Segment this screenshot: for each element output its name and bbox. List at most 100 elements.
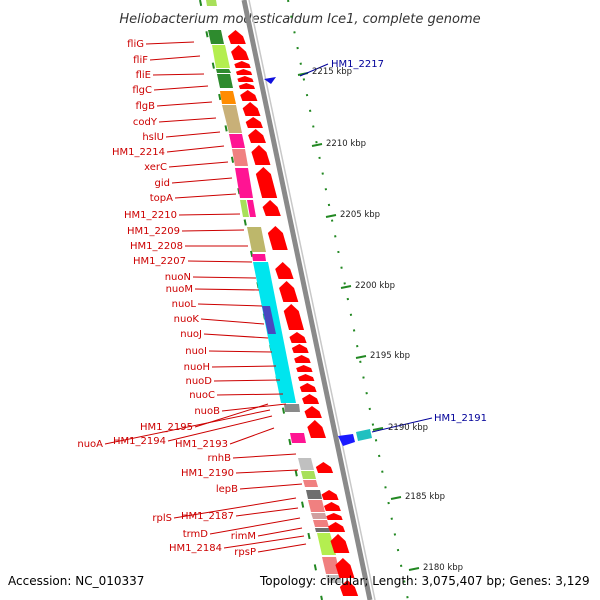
gene-label[interactable]: HM1_2210 bbox=[124, 210, 177, 221]
gene-arrow[interactable] bbox=[234, 61, 251, 68]
gene-label[interactable]: HM1_2214 bbox=[112, 147, 165, 158]
tick-mark bbox=[325, 214, 337, 218]
gene-label[interactable]: HM1_2184 bbox=[169, 543, 222, 554]
gene-block-hm1-2191[interactable] bbox=[356, 429, 372, 441]
gene-arrow[interactable] bbox=[251, 145, 271, 165]
gene-arrow[interactable] bbox=[245, 117, 263, 128]
leader-line bbox=[208, 350, 273, 353]
gene-arrow[interactable] bbox=[240, 90, 258, 101]
gene-arrow[interactable] bbox=[267, 226, 288, 250]
gene-arrow[interactable] bbox=[330, 534, 350, 553]
gene-label[interactable]: nuoD bbox=[186, 376, 213, 387]
category-block bbox=[303, 480, 318, 487]
gene-label[interactable]: nuoK bbox=[174, 314, 200, 325]
gene-arrow[interactable] bbox=[328, 522, 346, 532]
gene-label[interactable]: HM1_2187 bbox=[181, 511, 234, 522]
gene-arrow[interactable] bbox=[231, 45, 250, 60]
tick-label: 2185 kbp bbox=[405, 492, 445, 502]
gene-arrow[interactable] bbox=[248, 129, 266, 143]
leader-line bbox=[239, 483, 303, 490]
leader-line bbox=[194, 288, 260, 291]
gene-label[interactable]: flgC bbox=[132, 85, 152, 96]
category-block bbox=[308, 500, 325, 512]
tick-label: 2210 kbp bbox=[326, 139, 366, 149]
gene-arrow[interactable] bbox=[262, 200, 281, 216]
gene-label[interactable]: nuoB bbox=[194, 406, 220, 417]
leader-line bbox=[181, 229, 245, 232]
leader-line bbox=[203, 333, 269, 339]
gene-label[interactable]: rplS bbox=[152, 513, 172, 524]
gene-label[interactable]: HM1_2194 bbox=[113, 436, 166, 447]
gene-arrow[interactable] bbox=[242, 102, 261, 116]
gene-arrow[interactable] bbox=[289, 332, 307, 343]
gene-label[interactable]: rnhB bbox=[208, 453, 232, 464]
leader-line bbox=[221, 403, 287, 412]
gene-label[interactable]: hslU bbox=[142, 132, 164, 143]
gene-arrow[interactable] bbox=[279, 281, 299, 302]
gene-label[interactable]: fliF bbox=[133, 55, 148, 66]
gene-arrow[interactable] bbox=[275, 262, 294, 279]
gene-label[interactable]: fliG bbox=[127, 39, 144, 50]
gene-arrow[interactable] bbox=[304, 406, 322, 418]
gene-arrow[interactable] bbox=[283, 304, 305, 330]
gene-label[interactable]: nuoC bbox=[189, 390, 215, 401]
gene-arrow[interactable] bbox=[291, 344, 309, 353]
gene-arrow[interactable] bbox=[321, 490, 339, 500]
gene-label-highlight[interactable]: HM1_2191 bbox=[434, 413, 487, 424]
gene-label[interactable]: nuoJ bbox=[180, 329, 202, 340]
leader-line bbox=[229, 427, 275, 445]
gene-arrow[interactable] bbox=[235, 69, 253, 75]
gene-arrow-hm1-2217[interactable] bbox=[264, 77, 276, 84]
gene-arrow[interactable] bbox=[335, 558, 355, 578]
gene-arrow-hm1-2191[interactable] bbox=[338, 434, 355, 446]
tick-label: 2180 kbp bbox=[423, 563, 463, 573]
gene-arrow[interactable] bbox=[339, 580, 359, 596]
gene-label[interactable]: topA bbox=[150, 193, 173, 204]
gene-label[interactable]: nuoM bbox=[166, 284, 193, 295]
gene-label[interactable]: nuoN bbox=[165, 272, 191, 283]
backbone-edge bbox=[248, 0, 376, 600]
gene-arrow[interactable] bbox=[228, 30, 246, 44]
gene-label[interactable]: HM1_2193 bbox=[175, 439, 228, 450]
tick-label: 2215 kbp bbox=[312, 67, 352, 77]
gene-label[interactable]: codY bbox=[133, 117, 158, 128]
gene-arrow[interactable] bbox=[237, 76, 254, 82]
category-block bbox=[212, 45, 230, 68]
gene-label[interactable]: HM1_2209 bbox=[127, 226, 180, 237]
gene-label[interactable]: xerC bbox=[144, 162, 167, 173]
gene-arrow[interactable] bbox=[294, 355, 311, 363]
gene-arrow[interactable] bbox=[307, 420, 326, 438]
gene-arrow[interactable] bbox=[302, 394, 320, 404]
category-block bbox=[284, 404, 300, 412]
gene-arrow[interactable] bbox=[299, 383, 317, 392]
leader-line bbox=[371, 417, 433, 433]
leader-line bbox=[257, 527, 303, 537]
gene-label[interactable]: fliE bbox=[136, 70, 151, 81]
gene-label[interactable]: nuoL bbox=[172, 299, 197, 310]
gene-label[interactable]: nuoA bbox=[77, 439, 103, 450]
gene-arrow[interactable] bbox=[297, 374, 315, 381]
tick-mark bbox=[372, 427, 384, 431]
gene-label[interactable]: lepB bbox=[216, 484, 238, 495]
gene-arrow[interactable] bbox=[296, 365, 313, 372]
gene-arrow[interactable] bbox=[326, 513, 343, 520]
tick-label: 2200 kbp bbox=[355, 281, 395, 291]
gene-label[interactable]: flgB bbox=[135, 101, 155, 112]
gene-label[interactable]: gid bbox=[155, 178, 170, 189]
gene-label-highlight[interactable]: HM1_2217 bbox=[331, 59, 384, 70]
gene-label[interactable]: nuoI bbox=[185, 346, 207, 357]
gene-label[interactable]: HM1_2207 bbox=[133, 256, 186, 267]
tick-mark bbox=[390, 496, 402, 500]
gene-label[interactable]: rpsP bbox=[234, 547, 256, 558]
gene-label[interactable]: HM1_2190 bbox=[181, 468, 234, 479]
gene-label[interactable]: nuoH bbox=[184, 362, 210, 373]
gene-arrow[interactable] bbox=[238, 83, 256, 89]
gene-arrow[interactable] bbox=[324, 502, 341, 511]
gene-label[interactable]: rimM bbox=[231, 531, 256, 542]
gene-arrow[interactable] bbox=[255, 167, 278, 198]
gene-label[interactable]: HM1_2195 bbox=[140, 422, 193, 433]
gene-arrow[interactable] bbox=[315, 462, 334, 473]
gene-label[interactable]: HM1_2208 bbox=[130, 241, 183, 252]
gene-label[interactable]: trmD bbox=[183, 529, 209, 540]
